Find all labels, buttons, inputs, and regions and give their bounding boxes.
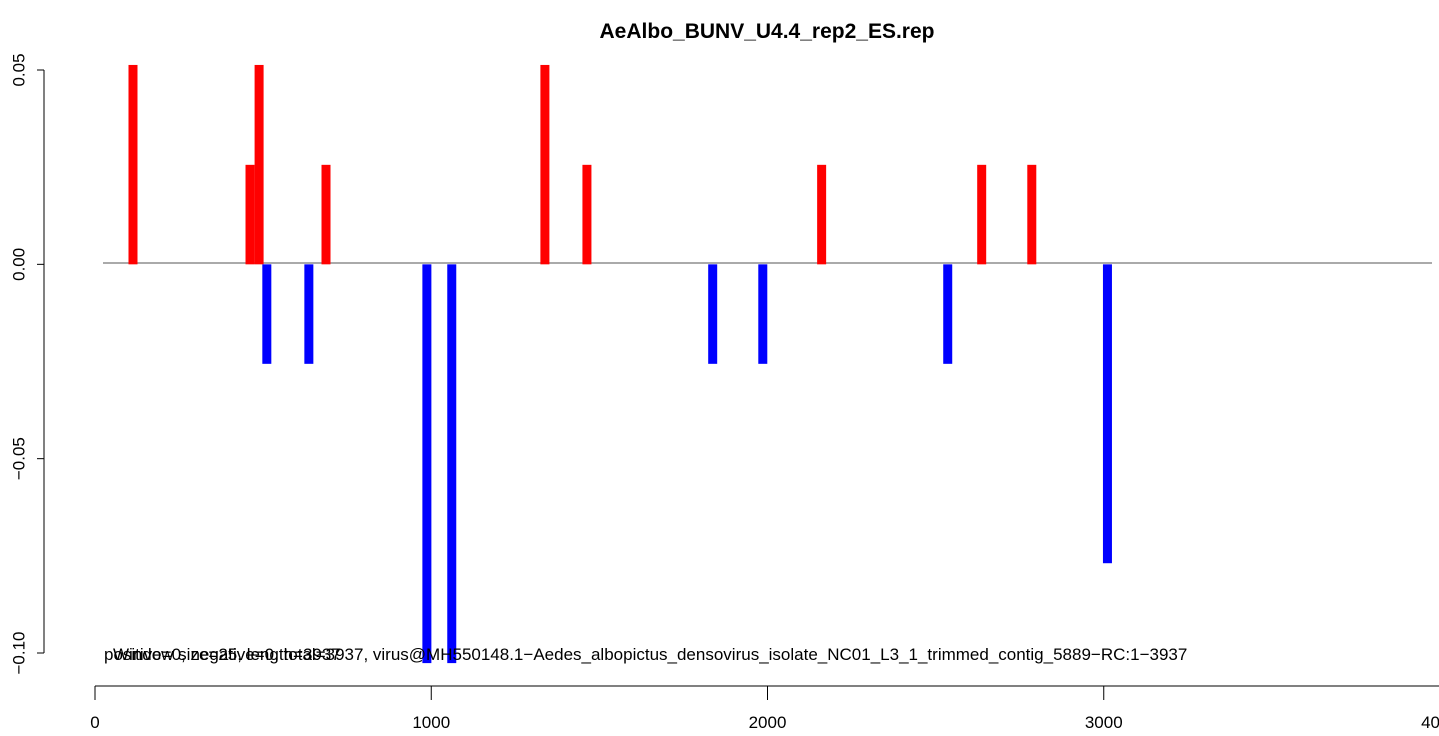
bar bbox=[245, 164, 255, 265]
bar bbox=[321, 164, 331, 265]
bar bbox=[943, 264, 953, 364]
x-tick-label: 0 bbox=[90, 713, 99, 732]
bar bbox=[708, 264, 718, 364]
y-tick-label: 0.00 bbox=[9, 248, 28, 281]
annotation: positive=0, negative=0, total=3937, viru… bbox=[104, 645, 1187, 664]
bar bbox=[540, 64, 550, 265]
x-tick-label: 2000 bbox=[749, 713, 787, 732]
y-tick-label: −0.05 bbox=[9, 437, 28, 480]
y-tick-label: −0.10 bbox=[9, 631, 28, 674]
x-tick-label: 3000 bbox=[1085, 713, 1123, 732]
bar bbox=[758, 264, 768, 364]
bar bbox=[817, 164, 827, 265]
bar bbox=[254, 64, 264, 265]
x-tick-label: 4000 bbox=[1421, 713, 1439, 732]
bar bbox=[447, 264, 457, 664]
bar bbox=[1102, 264, 1112, 564]
bar bbox=[262, 264, 272, 364]
annotation: Window size=25, length=3937 bbox=[113, 645, 341, 664]
bar bbox=[977, 164, 987, 265]
x-tick-label: 1000 bbox=[412, 713, 450, 732]
bar bbox=[1027, 164, 1037, 265]
chart-title: AeAlbo_BUNV_U4.4_rep2_ES.rep bbox=[600, 20, 935, 43]
y-tick-label: 0.05 bbox=[9, 53, 28, 86]
bar bbox=[582, 164, 592, 265]
bar bbox=[422, 264, 432, 664]
bar bbox=[128, 64, 138, 265]
bar bbox=[304, 264, 314, 364]
